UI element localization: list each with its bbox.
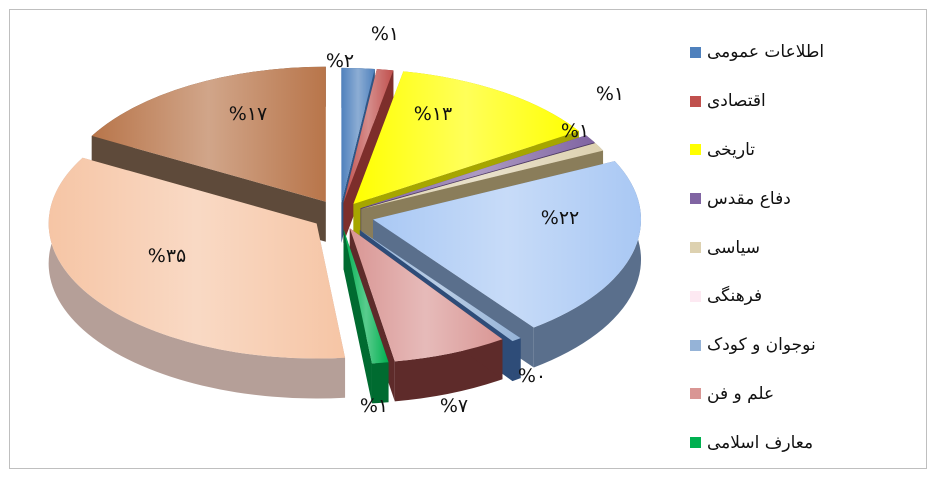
slice-percent-label: %۷ bbox=[440, 395, 468, 417]
legend-swatch bbox=[690, 339, 701, 351]
pie-slice-sheen bbox=[343, 69, 394, 204]
pie-slice-sheen bbox=[48, 157, 346, 359]
slice-percent-label: %۱ bbox=[371, 23, 399, 45]
legend-swatch bbox=[690, 193, 701, 205]
legend-label: سیاسی bbox=[707, 237, 760, 258]
pie-slice-sheen bbox=[349, 228, 503, 362]
legend-item: نوجوان و کودک bbox=[690, 321, 910, 370]
pie-slice-side bbox=[48, 157, 346, 399]
pie-slice-sheen bbox=[373, 161, 642, 328]
pie-slice-sheen bbox=[359, 230, 521, 342]
legend-label: دفاع مقدس bbox=[707, 188, 791, 209]
legend-swatch bbox=[690, 46, 701, 58]
legend-label: نوجوان و کودک bbox=[707, 335, 816, 356]
legend-item: تاریخی bbox=[690, 126, 910, 175]
slice-tops bbox=[48, 66, 642, 364]
legend-item: دفاع مقدس bbox=[690, 174, 910, 223]
legend-label: علم و فن bbox=[707, 383, 775, 404]
pie-slice-sheen bbox=[341, 67, 375, 203]
legend-item: فرهنگی bbox=[690, 272, 910, 321]
pie-slice-sheen bbox=[343, 229, 389, 364]
legend-swatch bbox=[690, 95, 701, 107]
legend-label: اطلاعات عمومی bbox=[707, 42, 825, 63]
slice-percent-label: %۰ bbox=[518, 365, 546, 387]
pie-slice-side bbox=[533, 161, 642, 368]
pie-slice-sheen bbox=[91, 66, 326, 202]
pie-slice-sheen bbox=[361, 143, 604, 209]
legend-swatch bbox=[690, 388, 701, 400]
legend-swatch bbox=[690, 242, 701, 254]
legend-item: سیاسی bbox=[690, 223, 910, 272]
slice-percent-label: %۱ bbox=[360, 395, 388, 417]
slice-percent-label: %۳۵ bbox=[148, 245, 186, 267]
legend-label: اقتصادی bbox=[707, 91, 766, 112]
legend: اطلاعات عمومی اقتصادی تاریخی دفاع مقدس سیاسی… bbox=[690, 28, 910, 467]
legend-item: معارف اسلامی bbox=[690, 418, 910, 467]
legend-item: اقتصادی bbox=[690, 77, 910, 126]
chart-frame bbox=[9, 9, 927, 469]
legend-label: تاریخی bbox=[707, 139, 755, 160]
slice-percent-label: %۱ bbox=[596, 83, 624, 105]
pie-slice-face bbox=[343, 229, 372, 404]
legend-swatch bbox=[690, 437, 701, 449]
legend-item: علم و فن bbox=[690, 370, 910, 419]
slice-percent-label: %۲ bbox=[326, 50, 354, 72]
pie-slice-sheen bbox=[360, 135, 595, 209]
legend-swatch bbox=[690, 144, 701, 156]
legend-label: فرهنگی bbox=[707, 286, 763, 307]
slice-percent-label: %۱۷ bbox=[229, 103, 267, 125]
legend-item: اطلاعات عمومی bbox=[690, 28, 910, 77]
slice-percent-label: %۲۲ bbox=[541, 207, 579, 229]
slice-percent-label: %۱۳ bbox=[414, 103, 452, 125]
pie-slice-sheen bbox=[353, 71, 579, 205]
slice-labels: %۲ %۱ %۱۳ %۱ %۱ %۲۲ %۰ %۷ %۱ %۳۵ %۱۷ bbox=[148, 23, 624, 417]
legend-label: معارف اسلامی bbox=[707, 432, 814, 453]
slice-percent-label: %۱ bbox=[561, 120, 589, 142]
legend-swatch bbox=[690, 290, 701, 302]
